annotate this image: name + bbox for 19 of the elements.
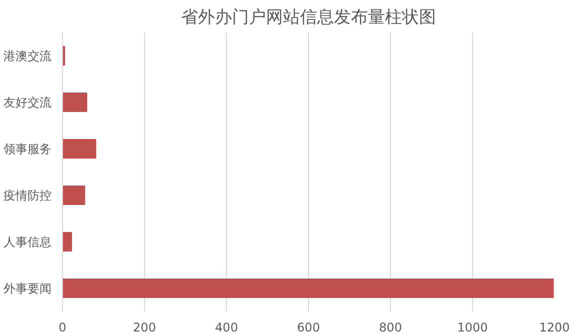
bar (62, 185, 86, 206)
x-tick-label: 800 (379, 320, 402, 334)
y-tick-label: 人事信息 (4, 234, 52, 249)
x-tick-label: 0 (58, 320, 66, 334)
chart-title: 省外办门户网站信息发布量柱状图 (181, 8, 436, 28)
bar (62, 278, 554, 298)
y-tick-label: 领事服务 (4, 142, 52, 156)
y-tick-label: 疫情防控 (4, 188, 52, 202)
x-tick-label: 200 (133, 320, 156, 334)
bar (62, 232, 72, 252)
y-tick-label: 外事要闻 (4, 281, 52, 296)
bar (62, 92, 88, 112)
x-tick-label: 1000 (457, 320, 488, 334)
y-tick-label: 友好交流 (4, 95, 52, 110)
x-tick-label: 400 (215, 320, 238, 334)
bar (62, 138, 96, 159)
y-tick-label: 港澳交流 (4, 48, 52, 63)
x-tick-label: 600 (297, 320, 320, 334)
x-tick-label: 1200 (539, 320, 570, 334)
